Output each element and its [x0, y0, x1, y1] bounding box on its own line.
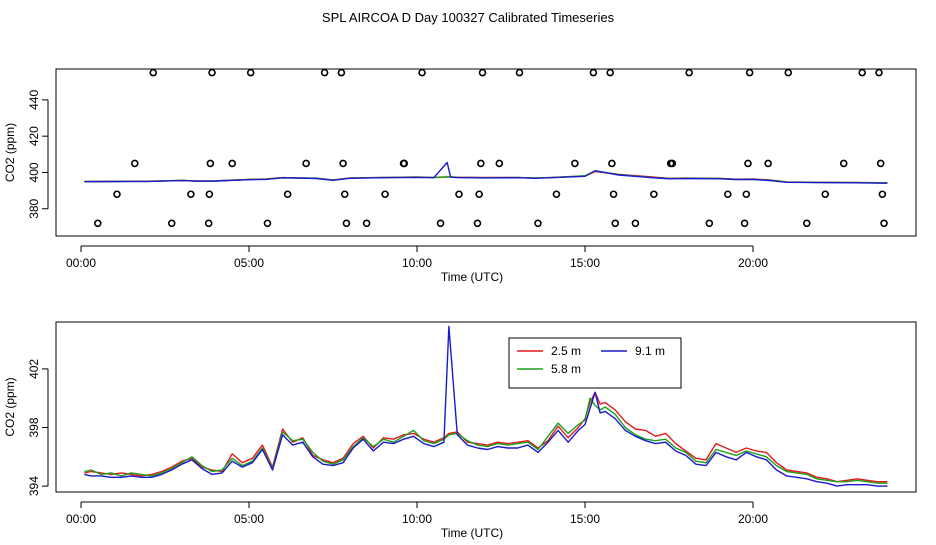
series-line-9-1-m — [84, 161, 888, 184]
plot-frame-1 — [55, 321, 917, 493]
data-point — [187, 190, 195, 199]
data-point — [705, 219, 714, 228]
legend-label: 2.5 m — [551, 344, 581, 358]
data-point — [337, 68, 346, 77]
bottom-panel: 00:00 05:00 10:00 15:00 20:00 Time (UTC) 394 39… — [3, 321, 917, 540]
data-point — [204, 219, 213, 228]
data-point — [875, 68, 883, 77]
data-point — [589, 68, 598, 77]
data-point — [302, 159, 310, 168]
data-point — [418, 68, 426, 77]
data-point — [478, 68, 487, 77]
x-tick-label: 05:00 — [234, 256, 264, 270]
data-point — [515, 68, 524, 77]
data-point — [552, 190, 561, 199]
data-point — [130, 159, 139, 168]
x-tick-label: 05:00 — [234, 512, 264, 526]
data-point — [668, 159, 677, 168]
data-point — [206, 159, 215, 168]
data-point — [113, 190, 121, 199]
top-panel: 00:00 05:00 10:00 15:00 20:00 Time (UTC) 380 40… — [3, 68, 917, 284]
data-point — [744, 159, 752, 168]
data-point — [878, 190, 887, 199]
data-point — [228, 159, 236, 168]
data-point — [167, 219, 176, 228]
data-point — [571, 159, 579, 168]
y-tick-label: 420 — [27, 126, 41, 146]
x-tick-label: 10:00 — [402, 256, 432, 270]
data-point — [611, 219, 620, 228]
series-line-5-8-m — [84, 397, 888, 484]
data-point — [821, 190, 830, 199]
data-point — [381, 190, 389, 199]
data-point — [340, 190, 349, 199]
data-point — [631, 219, 640, 228]
x-axis-label: Time (UTC) — [441, 526, 503, 540]
data-point — [740, 219, 749, 228]
data-point — [802, 219, 811, 228]
data-point — [650, 190, 658, 199]
y-axis-label: CO2 (ppm) — [3, 123, 17, 182]
data-point — [880, 219, 888, 228]
data-point — [320, 68, 329, 77]
data-point — [205, 190, 214, 199]
data-point — [263, 219, 272, 228]
y-tick-label: 398 — [27, 417, 41, 437]
data-point — [858, 68, 867, 77]
plot-frame-0 — [55, 68, 917, 237]
x-axis-label: Time (UTC) — [441, 270, 503, 284]
y-tick-label: 440 — [27, 90, 41, 110]
data-point — [606, 68, 615, 77]
x-tick-label: 00:00 — [66, 512, 96, 526]
data-point — [685, 68, 693, 77]
data-point — [764, 159, 772, 168]
data-point — [534, 219, 542, 228]
data-point — [283, 190, 292, 199]
data-point — [246, 68, 255, 77]
data-point — [339, 159, 347, 168]
y-axis-label: CO2 (ppm) — [3, 377, 17, 436]
data-point — [455, 190, 463, 199]
data-point — [742, 190, 751, 199]
y-tick-label: 394 — [27, 476, 41, 496]
data-point — [149, 68, 158, 77]
legend-label: 9.1 m — [635, 344, 665, 358]
y-tick-label: 402 — [27, 359, 41, 379]
x-tick-label: 10:00 — [402, 512, 432, 526]
page-title: SPL AIRCOA D Day 100327 Calibrated Times… — [322, 10, 615, 25]
data-point — [723, 190, 732, 199]
data-point — [436, 219, 445, 228]
x-tick-label: 15:00 — [570, 512, 600, 526]
x-tick-label: 00:00 — [66, 256, 96, 270]
data-point — [400, 159, 409, 168]
data-point — [608, 159, 616, 168]
y-tick-label: 400 — [27, 162, 41, 182]
data-point — [609, 190, 618, 199]
data-point — [495, 159, 504, 168]
data-point — [342, 219, 351, 228]
data-point — [477, 159, 485, 168]
series-line-2-5-m — [84, 391, 888, 483]
legend-label: 5.8 m — [551, 362, 581, 376]
x-tick-label: 15:00 — [570, 256, 600, 270]
data-point — [473, 219, 482, 228]
legend-box — [508, 337, 682, 389]
legend: 2.5 m 5.8 m 9.1 m — [508, 337, 682, 389]
data-point — [839, 159, 848, 168]
x-tick-label: 20:00 — [738, 256, 768, 270]
x-tick-label: 20:00 — [738, 512, 768, 526]
data-point — [475, 190, 483, 199]
data-point — [94, 219, 102, 228]
data-point — [745, 68, 754, 77]
data-point — [784, 68, 793, 77]
data-point — [208, 68, 216, 77]
series-line-9-1-m — [84, 325, 888, 487]
data-point — [362, 219, 371, 228]
y-tick-label: 380 — [27, 198, 41, 218]
data-point — [876, 159, 885, 168]
